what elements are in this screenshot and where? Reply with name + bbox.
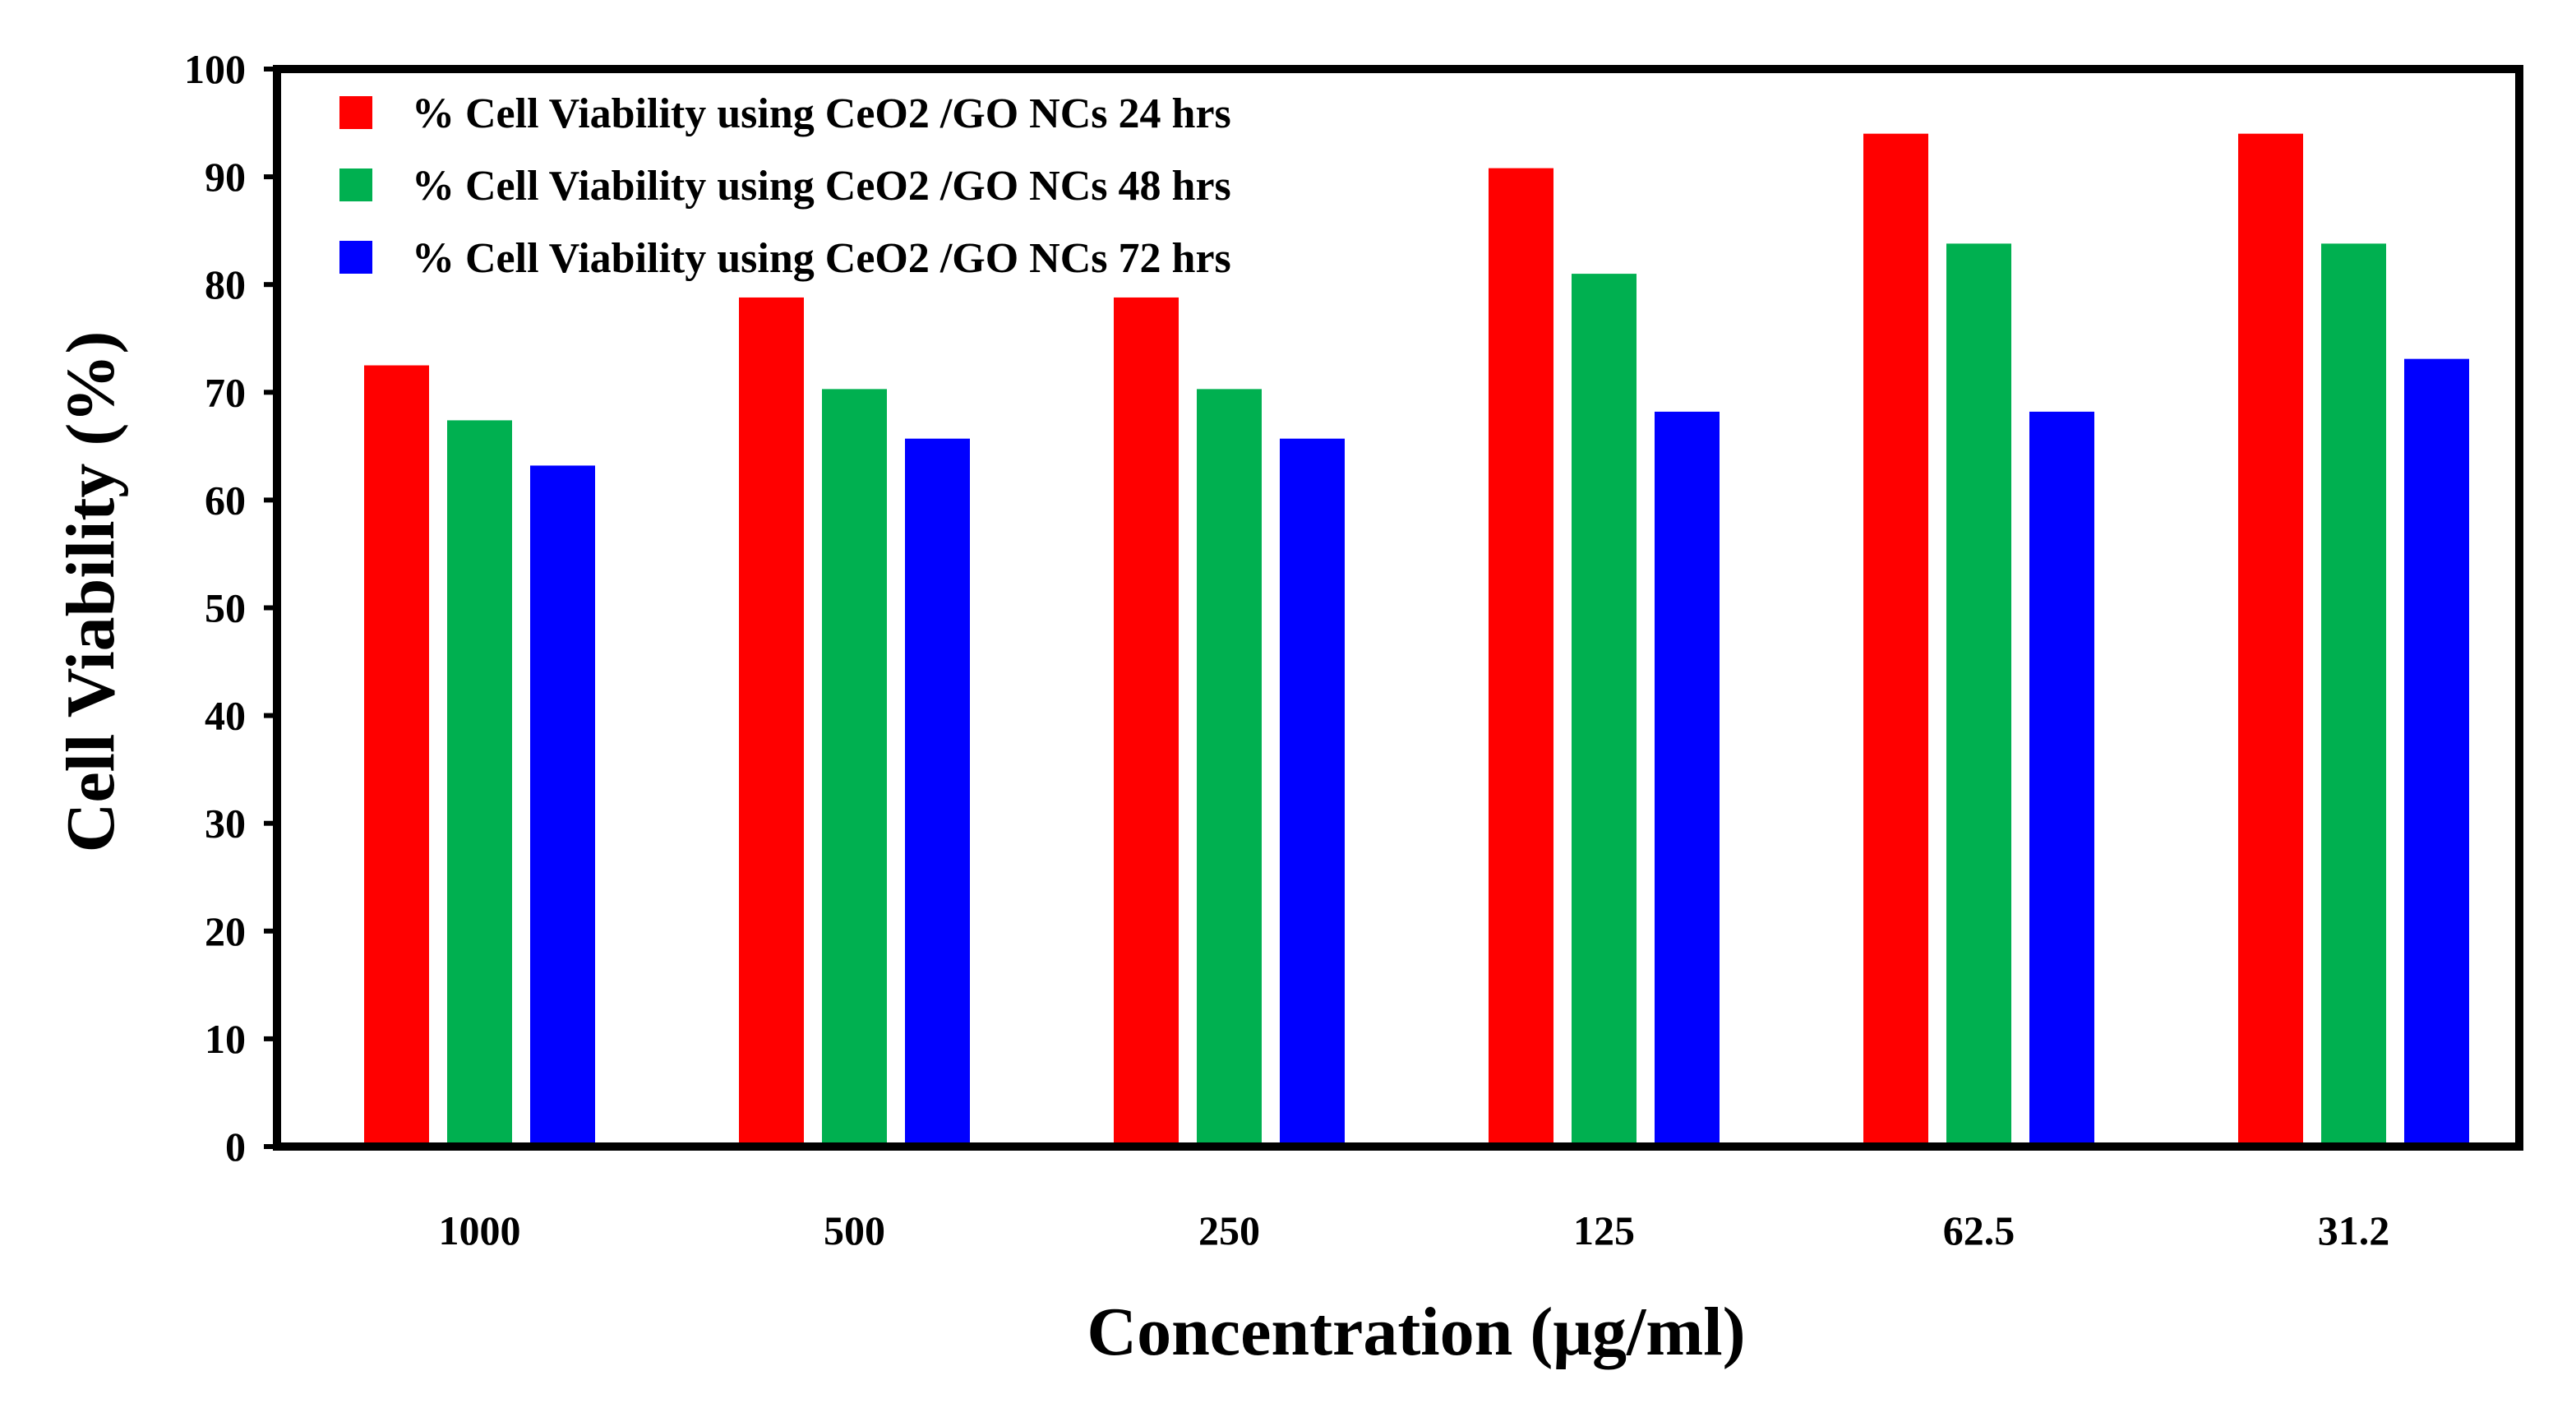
x-tick-label: 62.5 bbox=[1943, 1207, 2015, 1253]
bars-layer bbox=[364, 133, 2469, 1147]
y-tick-label: 80 bbox=[205, 261, 246, 307]
bar-62.5-series-1 bbox=[1863, 133, 1928, 1147]
y-tick-label: 40 bbox=[205, 693, 246, 739]
bar-125-series-1 bbox=[1489, 168, 1553, 1147]
y-tick-label: 60 bbox=[205, 477, 246, 523]
x-axis-title: Concentration (μg/ml) bbox=[1087, 1294, 1745, 1370]
bar-31.2-series-3 bbox=[2404, 358, 2469, 1147]
bar-125-series-2 bbox=[1572, 274, 1637, 1147]
y-tick-label: 100 bbox=[184, 46, 246, 92]
bar-500-series-1 bbox=[739, 297, 804, 1147]
plot-frame bbox=[273, 65, 2523, 1151]
bar-125-series-3 bbox=[1655, 411, 1720, 1147]
legend-swatch bbox=[339, 168, 372, 201]
bar-250-series-1 bbox=[1114, 297, 1179, 1147]
x-tick-label: 250 bbox=[1198, 1207, 1260, 1253]
bar-250-series-2 bbox=[1197, 389, 1262, 1147]
legend-label: % Cell Viability using CeO2 /GO NCs 72 h… bbox=[412, 235, 1231, 282]
y-tick-label: 20 bbox=[205, 908, 246, 954]
y-tick-label: 70 bbox=[205, 369, 246, 415]
legend-swatch bbox=[339, 241, 372, 274]
x-tick-label: 125 bbox=[1573, 1207, 1635, 1253]
x-tick-label: 1000 bbox=[439, 1207, 521, 1253]
x-tick-label: 500 bbox=[824, 1207, 885, 1253]
bar-62.5-series-3 bbox=[2029, 411, 2094, 1147]
x-axis-ticks: 1000 500 250 125 62.5 31.2 bbox=[439, 1207, 2390, 1253]
legend: % Cell Viability using CeO2 /GO NCs 24 h… bbox=[339, 90, 1231, 282]
bar-500-series-2 bbox=[822, 389, 887, 1147]
legend-label: % Cell Viability using CeO2 /GO NCs 24 h… bbox=[412, 90, 1231, 137]
y-tick-label: 90 bbox=[205, 154, 246, 200]
bar-62.5-series-2 bbox=[1946, 243, 2011, 1147]
legend-label: % Cell Viability using CeO2 /GO NCs 48 h… bbox=[412, 163, 1231, 210]
bar-31.2-series-1 bbox=[2238, 133, 2303, 1147]
y-tick-label: 30 bbox=[205, 801, 246, 847]
y-tick-label: 50 bbox=[205, 585, 246, 631]
y-axis-ticks: 0 10 20 30 40 50 60 70 80 90 100 bbox=[184, 46, 277, 1170]
x-tick-label: 31.2 bbox=[2318, 1207, 2390, 1253]
bar-31.2-series-2 bbox=[2321, 243, 2386, 1147]
y-tick-label: 10 bbox=[205, 1016, 246, 1062]
bar-250-series-3 bbox=[1280, 438, 1345, 1147]
bar-1000-series-1 bbox=[364, 365, 429, 1147]
bar-500-series-3 bbox=[905, 438, 970, 1147]
bar-1000-series-2 bbox=[447, 420, 512, 1147]
legend-swatch bbox=[339, 96, 372, 129]
y-tick-label: 0 bbox=[225, 1124, 246, 1170]
bar-1000-series-3 bbox=[530, 465, 595, 1147]
y-axis-title: Cell Viability (%) bbox=[53, 331, 129, 853]
